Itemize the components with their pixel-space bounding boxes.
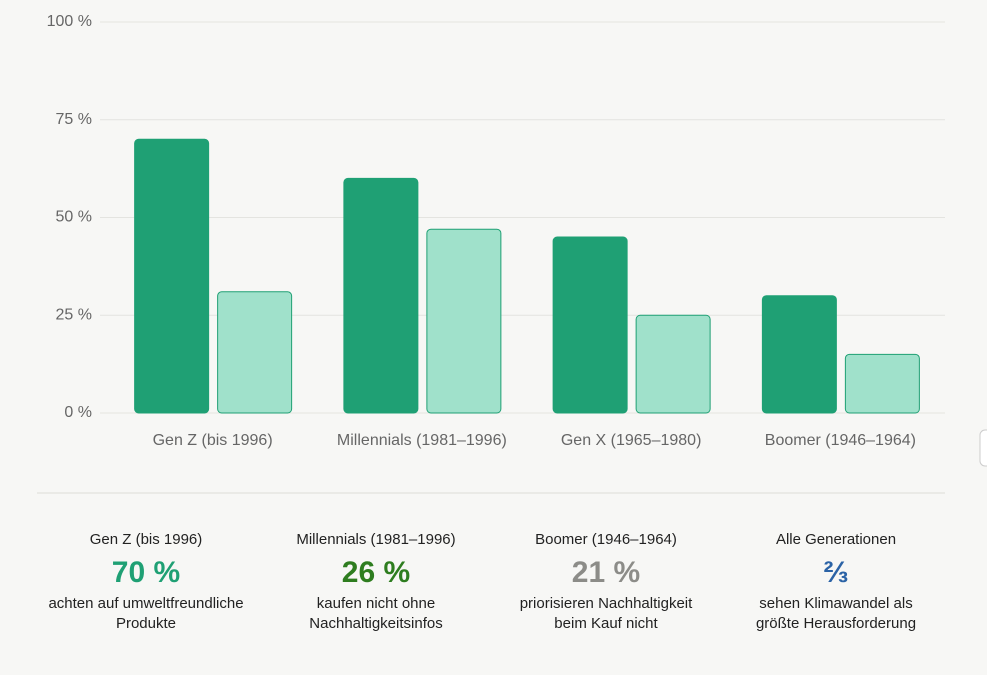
y-tick-label: 100 % [47,13,92,30]
stat-value: 21 % [571,556,641,589]
y-tick-label: 50 % [56,209,92,226]
stat-value: 26 % [341,556,411,589]
bar [844,353,920,414]
stat: Millennials (1981–1996) 26 % kaufen nicht … [276,528,476,634]
stat-description: achten auf umweltfreundliche Produkte [48,595,244,632]
stat-title: Boomer (1946–1964) [535,531,677,548]
stat-description: priorisieren Nachhaltigkeit beim Kauf ni… [519,595,693,632]
stat: Gen Z (bis 1996) 70 % achten auf umweltfre… [46,528,246,634]
stat-title: Alle Generationen [775,531,897,548]
x-tick-label: Millennials (1981–1996) [337,432,507,449]
bar [134,138,210,414]
stat: Boomer (1946–1964) 21 % priorisieren Nachh… [506,528,706,634]
bar [552,236,628,414]
y-tick-label: 75 % [56,111,92,128]
y-tick-label: 0 % [64,404,92,421]
stat-title: Gen Z (bis 1996) [89,531,203,548]
stat-title: Millennials (1981–1996) [296,531,456,548]
bar [217,291,293,414]
bar [426,228,502,414]
stat-value: 70 % [111,556,181,589]
stat-value: ⅔ [823,556,849,589]
y-tick-label: 25 % [56,306,92,323]
stat: Alle Generationen ⅔ sehen Klimawandel als … [736,528,936,634]
x-tick-label: Boomer (1946–1964) [765,432,916,449]
stat-description: sehen Klimawandel als größte Herausforde… [755,595,917,632]
bar [343,177,419,414]
x-tick-label: Gen Z (bis 1996) [153,432,273,449]
side-tab [979,429,987,467]
bar [635,314,711,414]
stat-description: kaufen nicht ohne Nachhaltigkeitsinfos [309,595,443,632]
x-tick-label: Gen X (1965–1980) [561,432,702,449]
bar [761,295,837,414]
